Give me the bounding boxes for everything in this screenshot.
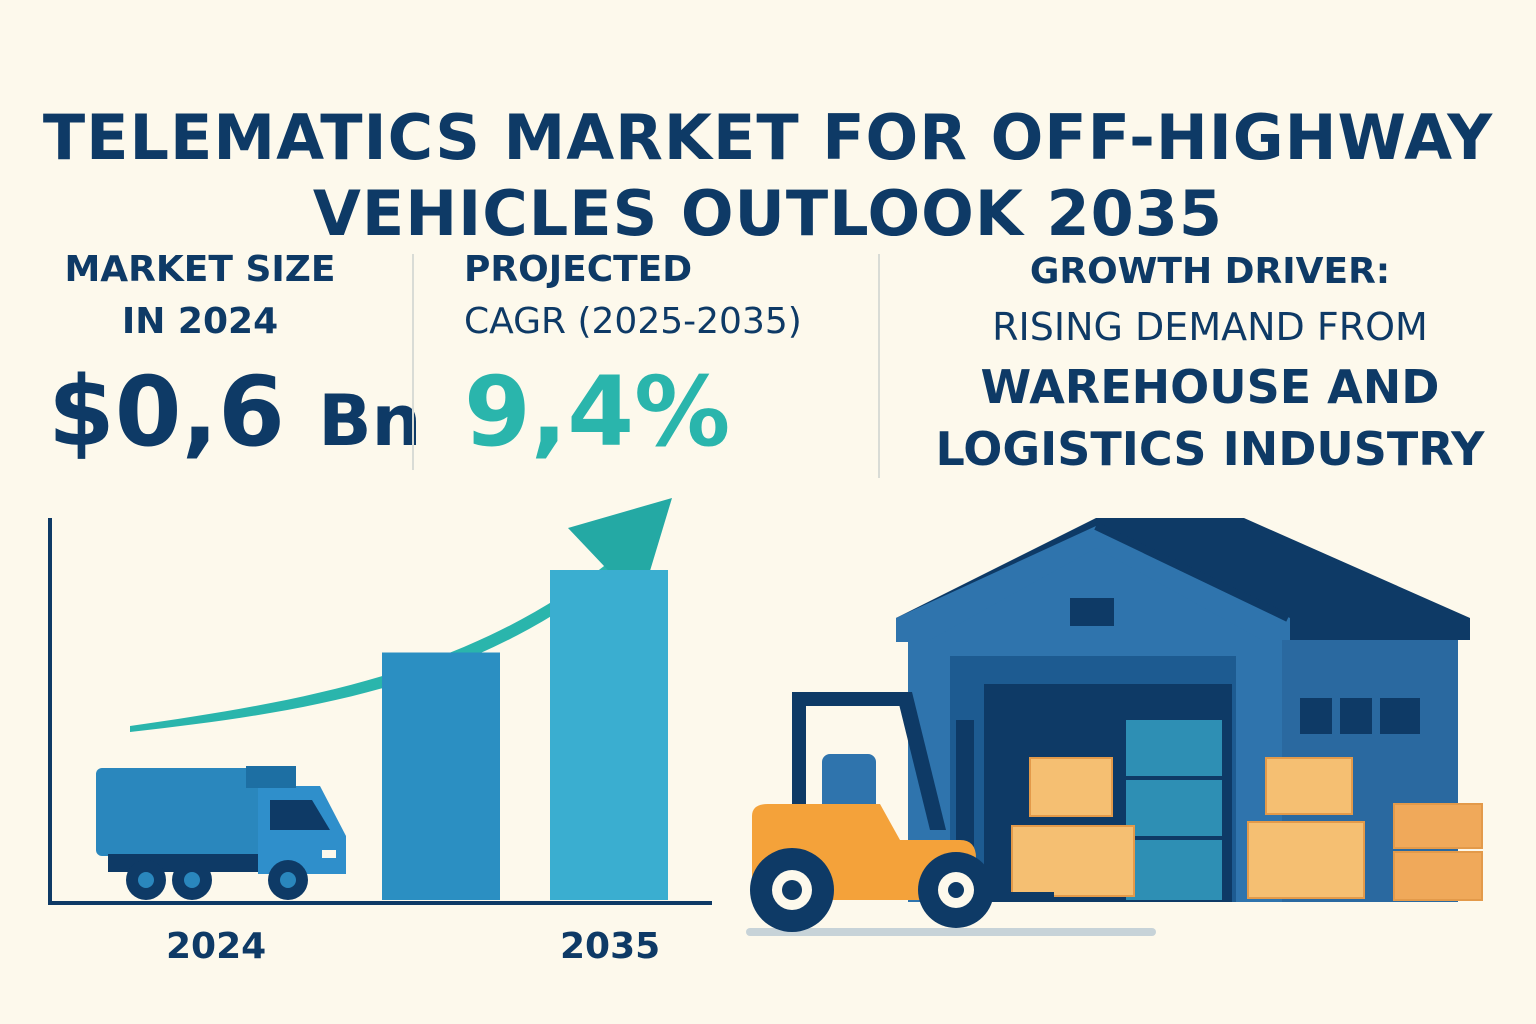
cagr-label-line-2: CAGR (2025-2035)	[464, 301, 802, 342]
bar-group	[382, 570, 668, 900]
growth-driver-strong-line-2: LOGISTICS INDUSTRY	[935, 422, 1485, 476]
x-tick-2024: 2024	[166, 926, 267, 967]
title-line-1: TELEMATICS MARKET FOR OFF-HIGHWAY	[42, 100, 1494, 174]
bar-1	[382, 652, 500, 900]
growth-driver-label: GROWTH DRIVER:	[1029, 251, 1391, 292]
box-icon	[1011, 757, 1483, 901]
cagr-value: 9,4%	[464, 356, 731, 468]
divider-right	[878, 254, 880, 478]
divider-left	[412, 254, 414, 470]
growth-driver: GROWTH DRIVER: RISING DEMAND FROM WAREHO…	[900, 246, 1520, 480]
cagr-label-line-1: PROJECTED	[464, 249, 693, 290]
page-title: TELEMATICS MARKET FOR OFF-HIGHWAY VEHICL…	[0, 100, 1536, 252]
x-tick-2035: 2035	[560, 926, 661, 967]
truck-icon	[96, 766, 346, 900]
market-size-unit: Bn	[318, 380, 422, 462]
market-size-value: $0,6 Bn	[48, 352, 421, 481]
growth-driver-lead: RISING DEMAND FROM	[992, 305, 1428, 349]
bar-2	[550, 570, 668, 900]
cagr-label: PROJECTED CAGR (2025-2035)	[464, 244, 864, 348]
title-line-2: VEHICLES OUTLOOK 2035	[312, 176, 1224, 250]
market-size-label-line-2: IN 2024	[121, 301, 279, 342]
market-size-amount: $0,6	[48, 356, 285, 468]
growth-driver-strong-line-1: WAREHOUSE AND	[980, 360, 1440, 414]
warehouse-icon	[896, 518, 1470, 902]
forklift-icon	[750, 692, 1054, 932]
market-size-label-line-1: MARKET SIZE	[64, 249, 336, 290]
market-size-label: MARKET SIZE IN 2024	[30, 244, 370, 348]
ground-line	[746, 928, 1156, 936]
